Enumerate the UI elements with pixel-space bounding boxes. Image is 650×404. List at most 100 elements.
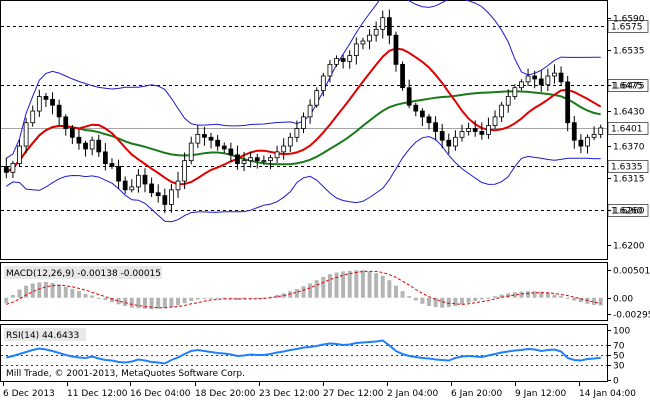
candle-body — [585, 136, 590, 147]
macd-histogram-bar — [539, 291, 544, 298]
candle-body — [301, 116, 306, 129]
macd-histogram-bar — [572, 297, 577, 301]
rsi-label-bg — [4, 328, 86, 341]
candle-body — [102, 151, 108, 164]
price-tick-label: 1.6535 — [613, 47, 645, 57]
candle-body — [175, 180, 181, 191]
ma-slow-line — [5, 90, 601, 174]
candle-body — [215, 139, 221, 147]
candle-body — [591, 133, 597, 138]
macd-histogram-bar — [255, 297, 260, 299]
candle-body — [499, 104, 505, 118]
macd-histogram-bar — [275, 295, 280, 298]
macd-histogram-bar — [545, 292, 550, 298]
macd-histogram-bar — [446, 297, 451, 308]
candle-body — [486, 125, 491, 135]
candle-body — [3, 166, 9, 173]
candle-body — [274, 151, 280, 159]
candle-body — [512, 87, 518, 97]
price-tick-label: 1.6370 — [613, 143, 645, 153]
time-tick-label: 2 Jan 04:00 — [387, 389, 439, 399]
macd-histogram-bar — [433, 297, 438, 308]
macd-histogram-bar — [506, 293, 511, 298]
candle-body — [433, 122, 438, 132]
level-price-box — [607, 122, 649, 135]
candle-body — [155, 192, 161, 197]
candle-body — [367, 34, 372, 42]
candle-body — [129, 186, 135, 191]
candle-body — [327, 63, 333, 77]
candle-body — [169, 189, 174, 205]
rsi-tick-label: 70 — [613, 342, 625, 352]
macd-histogram-bar — [90, 295, 95, 298]
candle-body — [235, 154, 240, 164]
macd-histogram-bar — [76, 291, 81, 298]
macd-histogram-bar — [334, 272, 339, 298]
macd-histogram-bar — [176, 297, 180, 306]
rsi-tick-label: 100 — [613, 327, 630, 337]
macd-histogram-bar — [400, 291, 405, 298]
candle-body — [307, 104, 313, 118]
time-tick-label: 14 Jan 04:00 — [579, 389, 636, 399]
candlestick-series — [3, 9, 604, 214]
time-tick-label: 16 Dec 04:00 — [130, 389, 191, 399]
candle-body — [505, 96, 511, 106]
price-tick-label: 1.6315 — [613, 175, 645, 185]
macd-histogram-bar — [360, 270, 365, 298]
time-tick-label: 6 Dec 2013 — [3, 389, 55, 399]
macd-histogram-bar — [512, 292, 517, 298]
candle-body — [578, 139, 584, 147]
macd-histogram-bar — [50, 282, 55, 298]
candle-body — [386, 17, 392, 36]
candle-body — [558, 72, 564, 83]
candle-body — [360, 40, 366, 45]
macd-histogram-bar — [453, 297, 458, 307]
candle-body — [142, 174, 148, 185]
time-tick-label: 11 Dec 12:00 — [67, 389, 128, 399]
candle-body — [56, 104, 62, 118]
candle-body — [136, 174, 141, 188]
macd-histogram-bar — [440, 297, 445, 308]
level-price-label: 1.6335 — [611, 163, 643, 173]
candle-body — [109, 163, 115, 167]
macd-histogram-bar — [235, 297, 240, 300]
candle-body — [36, 96, 42, 112]
macd-histogram-bar — [413, 297, 418, 301]
macd-histogram-bar — [222, 297, 227, 299]
macd-histogram-bar — [387, 280, 392, 298]
macd-histogram-bar — [308, 283, 313, 298]
macd-histogram-bar — [4, 297, 9, 304]
price-tick-label: 1.6430 — [613, 108, 645, 118]
macd-series — [4, 270, 603, 310]
time-tick-label: 23 Dec 12:00 — [259, 389, 320, 399]
candle-body — [23, 122, 29, 147]
rsi-tick-label: 50 — [613, 352, 625, 362]
candle-body — [268, 157, 273, 162]
macd-histogram-bar — [10, 295, 15, 298]
candle-body — [281, 145, 287, 153]
macd-histogram-bar — [473, 297, 478, 302]
time-tick-label: 18 Dec 20:00 — [195, 389, 256, 399]
candle-body — [162, 195, 168, 205]
macd-tick-label: 0.00 — [613, 295, 633, 305]
candle-body — [459, 131, 465, 138]
level-price-label: 1.6260 — [611, 207, 643, 217]
macd-histogram-bar — [420, 297, 425, 304]
candle-body — [400, 63, 405, 89]
candle-body — [228, 148, 234, 156]
macd-histogram-bar — [493, 296, 498, 298]
level-price-box — [607, 160, 649, 173]
candle-body — [43, 96, 49, 100]
macd-histogram-bar — [374, 273, 379, 298]
candle-body — [439, 131, 445, 141]
candle-body — [149, 183, 154, 194]
macd-histogram-bar — [268, 296, 273, 298]
macd-signal-line — [6, 270, 601, 309]
candle-body — [63, 116, 69, 129]
macd-histogram-bar — [43, 281, 48, 298]
candle-body — [380, 17, 386, 30]
macd-histogram-bar — [598, 297, 603, 306]
